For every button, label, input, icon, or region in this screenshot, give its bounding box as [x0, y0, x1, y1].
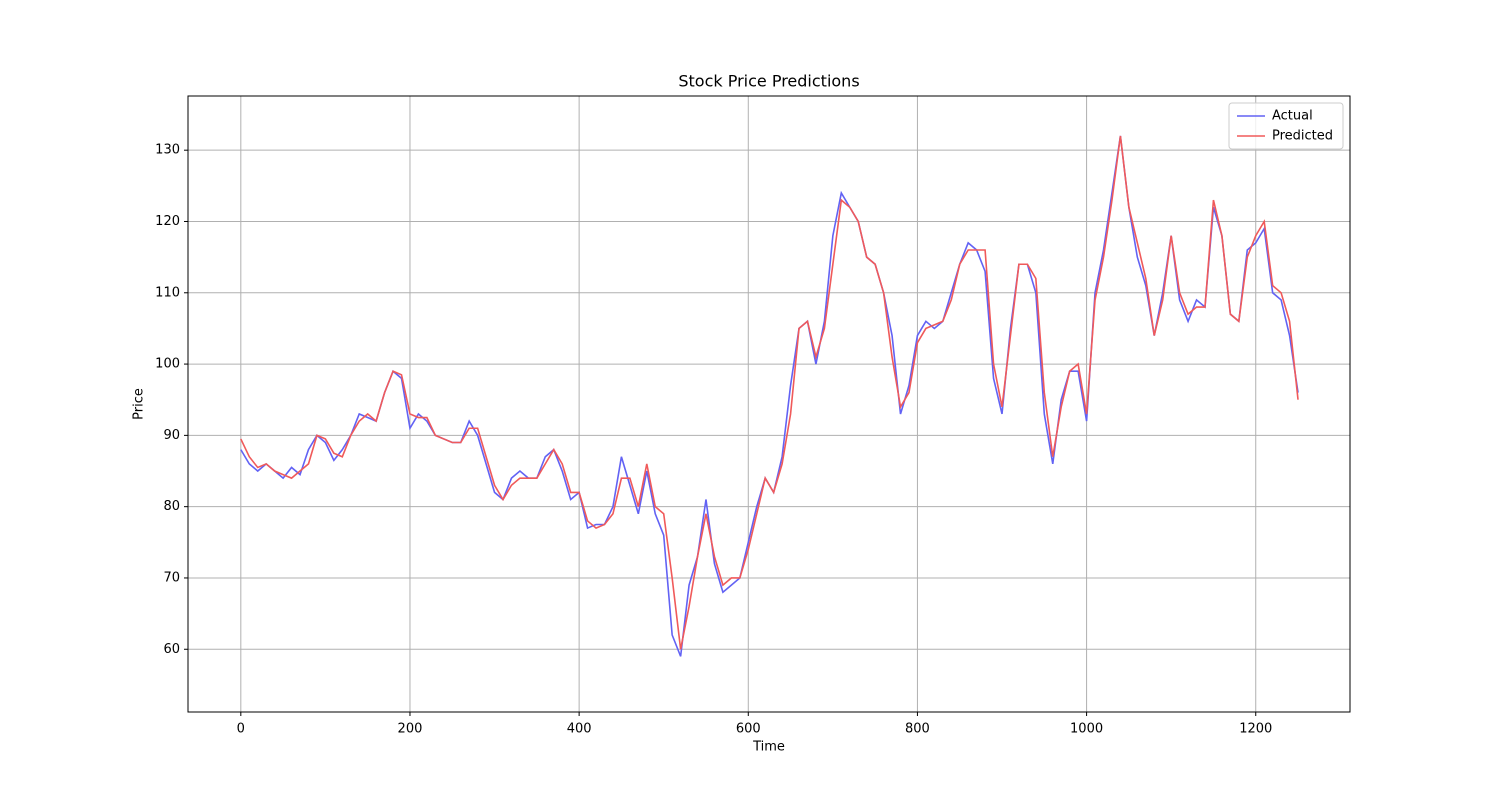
y-tick-label: 80: [163, 499, 180, 514]
series-line: [240, 135, 1299, 650]
y-tick-label: 70: [163, 570, 180, 585]
y-tick-label: 90: [163, 428, 180, 443]
legend-label: Predicted: [1272, 129, 1333, 144]
y-tick-label: 130: [155, 143, 180, 158]
y-tick-label: 120: [155, 214, 180, 229]
x-tick-label: 200: [398, 722, 423, 737]
x-tick-label: 1200: [1239, 722, 1272, 737]
y-tick-label: 110: [155, 285, 180, 300]
legend-box: [1228, 102, 1344, 150]
y-axis-label: Price: [132, 388, 147, 420]
x-tick-label: 400: [567, 722, 592, 737]
y-tick-label: 100: [155, 357, 180, 372]
x-tick-label: 800: [905, 722, 930, 737]
legend-label: Actual: [1272, 109, 1313, 124]
x-tick-label: 0: [237, 722, 245, 737]
x-tick-label: 1000: [1070, 722, 1103, 737]
x-axis-label: Time: [752, 740, 785, 755]
y-tick-label: 60: [163, 642, 180, 657]
chart-title: Stock Price Predictions: [678, 72, 859, 91]
x-tick-label: 600: [736, 722, 761, 737]
axes-frame: [187, 95, 1351, 713]
